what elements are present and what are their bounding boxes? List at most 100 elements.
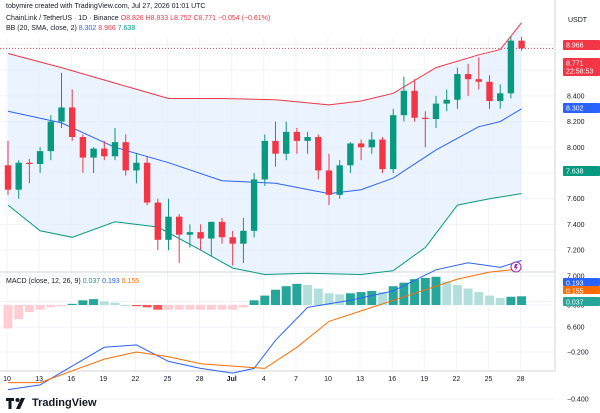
macd-histogram-bar	[324, 293, 334, 305]
candle-body	[133, 162, 140, 171]
macd-histogram-bar	[345, 293, 355, 305]
ohlc-high: H8.833	[145, 15, 169, 22]
macd-histogram-bar	[452, 285, 462, 305]
macd-histogram-bar	[3, 305, 13, 329]
candle-body	[165, 216, 172, 240]
macd-tick-label: −0.200	[567, 350, 589, 357]
macd-line-badge-text: 0.193	[566, 281, 584, 288]
macd-histogram-bar	[14, 305, 24, 320]
macd-hist-value: 0.037	[82, 278, 101, 285]
time-tick-label: 19	[420, 376, 428, 383]
candle-body	[208, 221, 215, 239]
macd-signal-line	[8, 268, 522, 384]
ohlc-close: C8.771	[193, 15, 217, 22]
macd-histogram-bar	[24, 305, 34, 313]
bb-upper-value: 8.966	[98, 25, 116, 32]
candle-body	[176, 216, 183, 235]
macd-histogram-bar	[164, 305, 173, 310]
last-price-badge-text: 22:58:53	[566, 69, 593, 76]
ohlc-low: L8.752	[170, 15, 192, 22]
macd-line-value: 0.193	[102, 278, 120, 285]
candle-body	[111, 142, 119, 157]
candle-body	[229, 237, 236, 244]
macd-histogram-bar	[292, 283, 302, 305]
macd-histogram-bar	[303, 285, 313, 305]
alert-flag-bolt	[514, 264, 518, 271]
macd-tick-label: −0.400	[567, 397, 589, 404]
macd-histogram-bar	[260, 295, 270, 305]
candle-body	[261, 140, 268, 180]
ohlc-open: O8.826	[120, 15, 144, 22]
last-price-badge-text: 8.771	[566, 61, 584, 68]
macd-histogram-bar	[431, 276, 441, 305]
macd-histogram-bar	[57, 305, 66, 307]
macd-histogram-bar	[174, 305, 184, 310]
bb-upper-line	[7, 22, 522, 106]
macd-histogram-bar	[67, 303, 77, 305]
macd-signal-value: 0.155	[121, 278, 140, 285]
candle-body	[4, 165, 12, 190]
candle-body	[101, 148, 108, 157]
candle-body	[497, 93, 504, 102]
macd-line	[7, 259, 522, 391]
time-tick-label: 22	[453, 376, 461, 383]
macd-histogram-bar	[356, 292, 366, 305]
time-tick-label: 25	[164, 376, 172, 383]
candle-body	[315, 137, 322, 171]
candle-body	[26, 162, 33, 165]
candle-body	[347, 143, 354, 166]
macd-histogram-bar	[442, 281, 452, 305]
bb-label: BB (20, SMA, close, 2)	[6, 25, 77, 32]
time-tick-label: 7	[294, 376, 298, 383]
macd-histogram-bar	[495, 297, 505, 305]
macd-legend[interactable]: MACD (close, 12, 26, 9) 0.037 0.193 0.15…	[6, 278, 139, 285]
bb-legend[interactable]: BB (20, SMA, close, 2) 8.302 8.966 7.638	[6, 25, 135, 32]
macd-histogram-bar	[420, 277, 430, 305]
candle-body	[47, 121, 54, 152]
candle-body	[368, 139, 375, 148]
macd-signal-badge-text: 0.155	[566, 289, 584, 296]
bb-upper-badge-bg	[563, 40, 600, 50]
macd-histogram-bar	[281, 286, 291, 305]
candle-body	[400, 90, 408, 116]
price-tick-label: 8.400	[567, 93, 585, 100]
symbol-line[interactable]: ChainLink / TetherUS · 1D · Binance O8.8…	[6, 15, 270, 22]
candle-body	[36, 151, 44, 165]
candle-body	[197, 232, 204, 239]
time-tick-label: 16	[388, 376, 396, 383]
time-tick-label: 22	[132, 376, 140, 383]
macd-histogram-bar	[131, 305, 141, 307]
candle-body	[357, 143, 365, 148]
price-tick-label: 7.000	[567, 273, 585, 280]
candle-body	[325, 170, 333, 195]
macd-histogram-bar	[89, 299, 99, 305]
candle-body	[154, 202, 161, 240]
candle-body	[240, 230, 247, 244]
time-tick-label: 16	[67, 376, 75, 383]
candle-body	[15, 162, 22, 190]
time-tick-label: 28	[196, 376, 204, 383]
bb-basis-value: 8.302	[78, 25, 97, 32]
macd-histogram-bar	[485, 295, 494, 305]
tradingview-logo[interactable]: TradingView	[6, 397, 97, 409]
candle-body	[304, 137, 311, 141]
macd-histogram-bar	[121, 305, 131, 306]
bb-basis-badge-bg	[563, 103, 600, 113]
macd-histogram-bar	[388, 286, 398, 305]
time-tick-label: Jul	[227, 376, 237, 383]
candle-body	[143, 162, 151, 203]
macd-histogram-bar	[142, 305, 152, 308]
macd-histogram-bar	[313, 288, 323, 305]
bb-lower-badge-bg	[563, 166, 600, 176]
candle-body	[293, 131, 301, 141]
candle-body	[507, 40, 515, 94]
macd-histogram-bar	[410, 279, 420, 305]
macd-histogram-bar	[335, 294, 345, 305]
ohlc-change: −0.054 (−0.61%)	[218, 15, 271, 22]
macd-histogram-bar	[78, 300, 88, 305]
candle-body	[122, 142, 129, 171]
macd-histogram-bar	[217, 305, 227, 310]
macd-histogram-bar	[35, 305, 45, 310]
macd-histogram-bar	[185, 305, 195, 310]
